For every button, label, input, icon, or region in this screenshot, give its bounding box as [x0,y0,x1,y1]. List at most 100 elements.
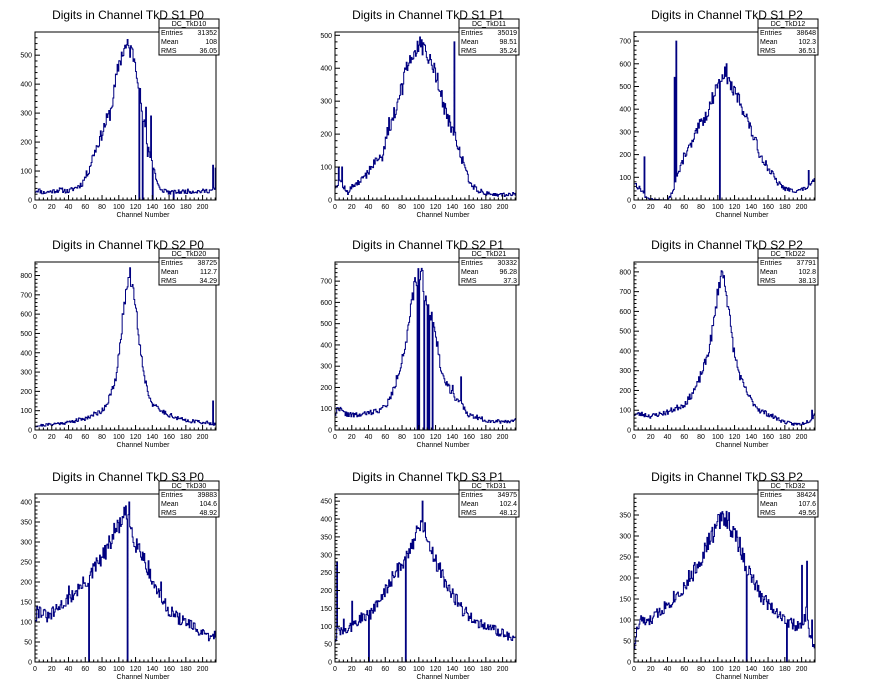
y-tick-label: 300 [619,368,631,375]
x-tick-label: 60 [81,666,89,673]
y-tick-label: 400 [619,348,631,355]
y-tick-label: 300 [320,552,332,559]
y-tick-label: 200 [320,132,332,139]
stats-histogram-name: DC_TkD10 [172,21,207,28]
y-tick-label: 400 [619,107,631,114]
y-tick-label: 0 [627,198,631,205]
stats-label: RMS [161,510,177,517]
x-tick-label: 80 [398,666,406,673]
y-tick-label: 700 [619,39,631,46]
y-tick-label: 350 [320,534,332,541]
x-axis-label: Channel Number [417,674,471,681]
x-tick-label: 40 [65,204,73,211]
x-tick-label: 160 [762,666,774,673]
y-tick-label: 200 [320,385,332,392]
x-tick-label: 60 [680,666,688,673]
y-tick-label: 100 [20,169,32,176]
y-tick-label: 0 [627,428,631,435]
x-tick-label: 0 [333,666,337,673]
x-tick-label: 160 [463,204,475,211]
x-tick-label: 0 [632,666,636,673]
x-tick-label: 40 [65,434,73,441]
plot-frame [334,493,517,663]
y-tick-label: 0 [328,660,332,667]
stats-histogram-name: DC_TkD12 [771,21,806,28]
x-axis-label: Channel Number [716,212,770,219]
stats-entries-value: 38424 [797,492,817,499]
x-tick-label: 180 [779,666,791,673]
y-tick-label: 800 [20,273,32,280]
stats-rms-value: 48.12 [499,510,517,517]
x-tick-label: 140 [745,666,757,673]
x-tick-label: 200 [796,434,808,441]
y-tick-label: 150 [20,600,32,607]
stats-box-frame [458,480,520,518]
stats-label: Entries [760,492,782,499]
stats-label: RMS [161,278,177,285]
plot-frame [334,31,517,201]
x-tick-label: 0 [632,204,636,211]
plot-frame [633,261,816,431]
stats-box: DC_TkD32 Entries 38424 Mean 107.6 RMS 49.56 [757,480,819,518]
stats-mean-value: 102.3 [798,39,816,46]
x-tick-label: 140 [446,204,458,211]
y-tick-label: 500 [20,331,32,338]
x-tick-label: 200 [796,204,808,211]
y-tick-label: 500 [320,321,332,328]
stats-label: Mean [461,501,479,508]
stats-box: DC_TkD20 Entries 38725 Mean 112.7 RMS 34.29 [158,248,220,286]
y-tick-label: 300 [619,129,631,136]
x-tick-label: 160 [163,666,175,673]
stats-box: DC_TkD12 Entries 38648 Mean 102.3 RMS 36.51 [757,18,819,56]
x-tick-label: 0 [33,434,37,441]
plot-frame [34,261,217,431]
stats-rms-value: 49.56 [798,510,816,517]
histogram-panel: Digits in Channel TkD S2 P10 20 40 60 80 100 1… [320,238,520,449]
x-tick-label: 100 [413,434,425,441]
x-tick-label: 180 [180,434,192,441]
stats-box: DC_TkD11 Entries 35019 Mean 98.51 RMS 35.24 [458,18,520,56]
x-tick-label: 20 [48,666,56,673]
x-tick-label: 200 [497,204,509,211]
stats-histogram-name: DC_TkD11 [472,21,506,28]
stats-rms-value: 37.3 [503,278,517,285]
histogram-series [34,501,217,663]
x-tick-label: 20 [48,434,56,441]
stats-label: Mean [461,269,479,276]
x-tick-label: 20 [647,204,655,211]
stats-label: RMS [760,48,776,55]
x-tick-label: 0 [333,434,337,441]
y-tick-label: 500 [20,53,32,60]
x-tick-label: 40 [664,666,672,673]
y-tick-label: 300 [320,99,332,106]
x-tick-label: 100 [712,204,724,211]
x-tick-label: 0 [333,204,337,211]
y-tick-label: 600 [619,61,631,68]
y-tick-label: 100 [619,618,631,625]
stats-label: Entries [461,492,483,499]
stats-label: Mean [161,39,179,46]
stats-mean-value: 98.51 [499,39,517,46]
x-tick-label: 80 [398,434,406,441]
x-tick-label: 120 [130,434,142,441]
stats-label: Entries [461,260,483,267]
x-tick-label: 20 [348,434,356,441]
stats-rms-value: 38.13 [798,278,816,285]
stats-mean-value: 102.4 [499,501,517,508]
stats-box-frame [158,18,220,56]
y-tick-label: 500 [619,329,631,336]
y-tick-label: 700 [320,279,332,286]
x-tick-label: 20 [48,204,56,211]
x-tick-label: 180 [779,204,791,211]
y-tick-label: 100 [320,624,332,631]
stats-entries-value: 30332 [498,260,518,267]
stats-histogram-name: DC_TkD32 [771,483,806,490]
stats-rms-value: 36.51 [798,48,816,55]
x-tick-label: 40 [365,204,373,211]
stats-mean-value: 104.6 [199,501,217,508]
x-tick-label: 120 [430,434,442,441]
stats-mean-value: 102.8 [798,269,816,276]
stats-label: Entries [760,260,782,267]
stats-rms-value: 48.92 [199,510,217,517]
x-axis-label: Channel Number [716,442,770,449]
